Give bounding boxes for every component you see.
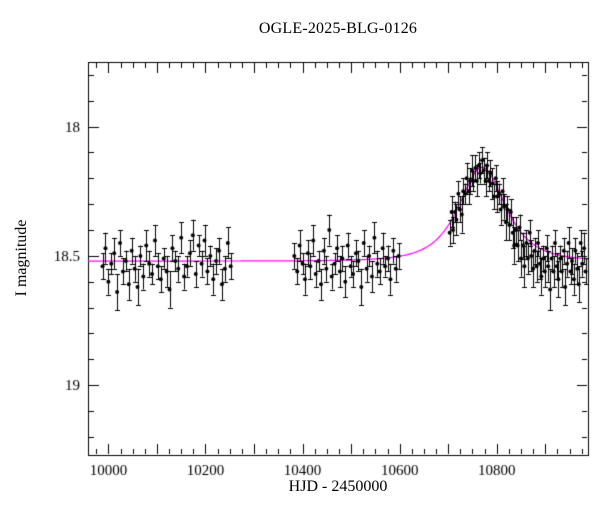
chart-title: OGLE-2025-BLG-0126 <box>258 20 418 37</box>
x-axis-label: HJD - 2450000 <box>288 478 388 495</box>
y-axis-label: I magnitude <box>13 219 30 297</box>
